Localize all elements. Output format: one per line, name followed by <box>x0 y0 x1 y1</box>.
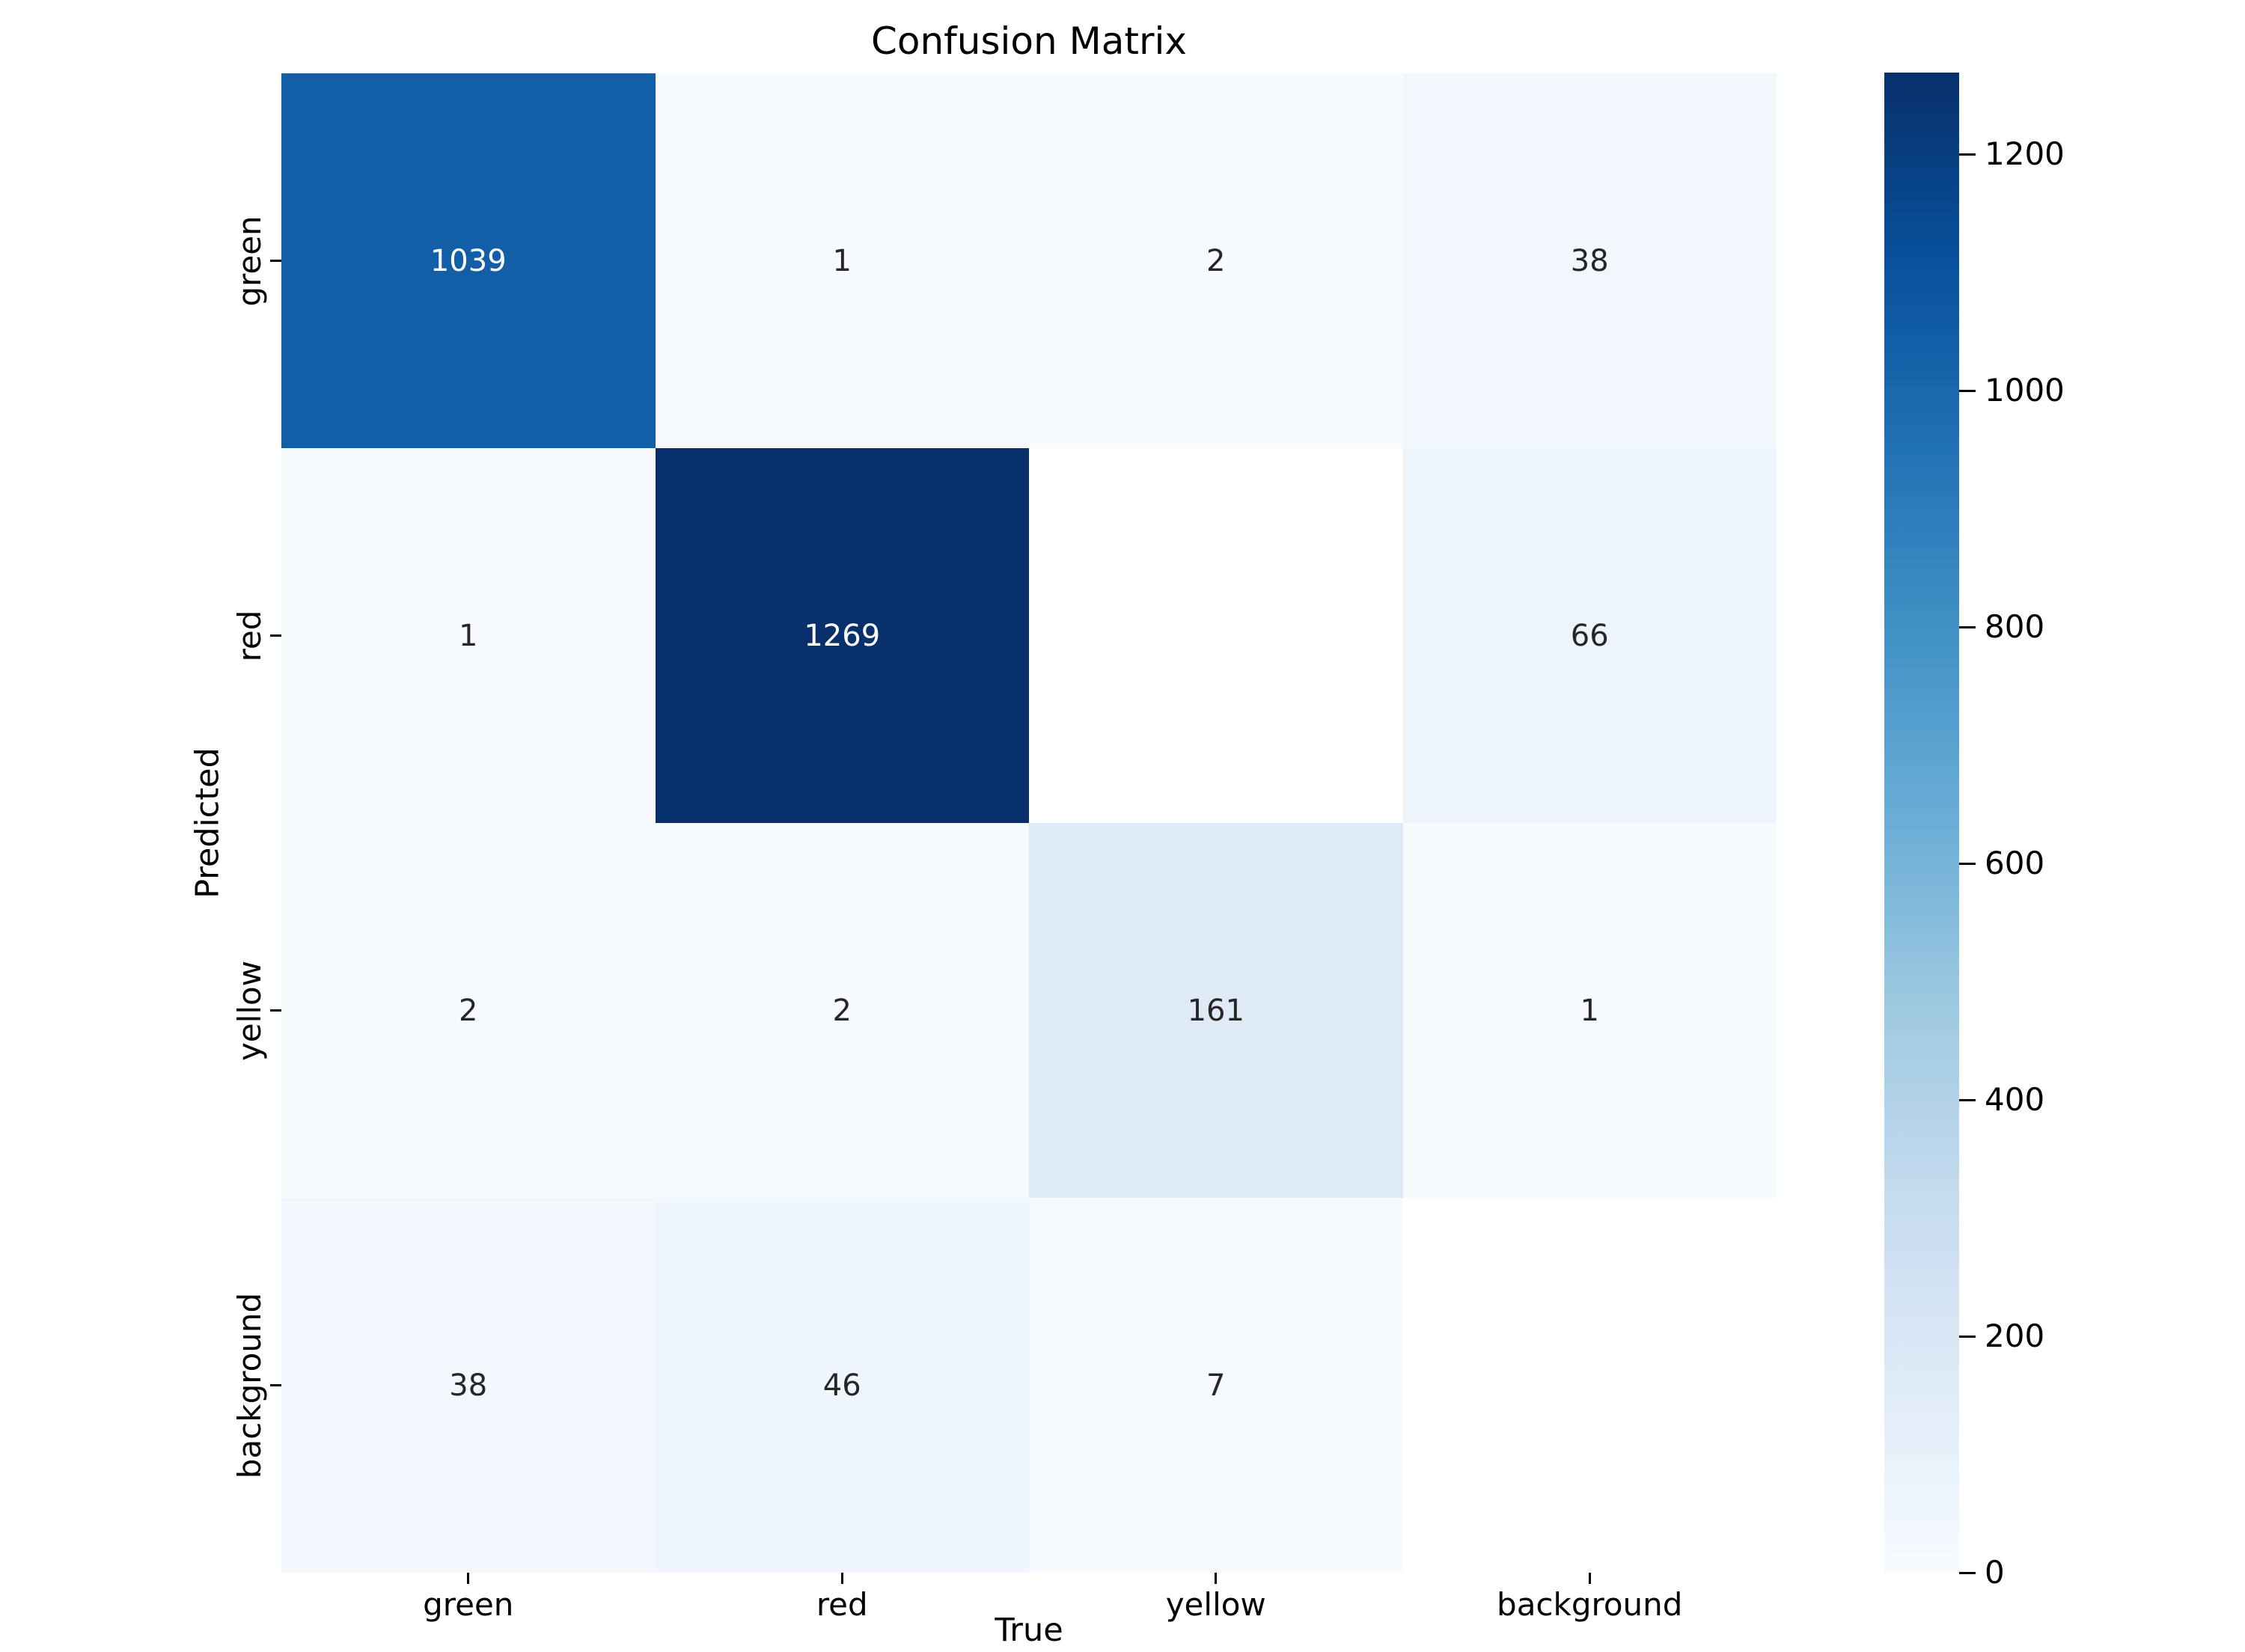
x-tick-label-red: red <box>816 1586 868 1623</box>
x-tick-label-yellow: yellow <box>1165 1586 1266 1623</box>
cell-value: 46 <box>822 1368 861 1403</box>
y-tick-label-green: green <box>231 215 268 307</box>
colorbar <box>1884 73 1959 1573</box>
x-axis-label: True <box>995 1612 1063 1649</box>
heatmap-cell-yellow-background: 1 <box>1402 823 1777 1198</box>
chart-title: Confusion Matrix <box>870 19 1188 63</box>
heatmap-cell-background-green: 38 <box>281 1198 656 1573</box>
colorbar-tick-mark <box>1959 1098 1976 1101</box>
x-tick-mark <box>1588 1573 1591 1584</box>
cell-value: 161 <box>1187 993 1244 1028</box>
heatmap-cell-background-red: 46 <box>655 1198 1029 1573</box>
heatmap-cell-red-red: 1269 <box>655 448 1029 823</box>
colorbar-tick-mark <box>1959 153 1976 156</box>
cell-value: 66 <box>1570 618 1609 653</box>
cell-value: 38 <box>449 1368 488 1403</box>
y-tick-label-background: background <box>231 1292 268 1478</box>
heatmap-cell-background-yellow: 7 <box>1029 1198 1403 1573</box>
colorbar-tick-label-1200: 1200 <box>1985 135 2065 173</box>
x-tick-label-green: green <box>423 1586 514 1623</box>
y-axis-label: Predicted <box>189 747 227 899</box>
cell-value: 1039 <box>430 243 507 278</box>
y-tick-mark <box>270 1009 281 1012</box>
colorbar-tick-mark <box>1959 862 1976 865</box>
heatmap-cell-green-red: 1 <box>655 73 1029 448</box>
y-tick-label-red: red <box>231 610 268 661</box>
cell-value: 1 <box>832 243 852 278</box>
colorbar-tick-mark <box>1959 625 1976 628</box>
y-tick-mark <box>270 1384 281 1386</box>
colorbar-tick-mark <box>1959 1571 1976 1574</box>
colorbar-tick-label-200: 200 <box>1985 1318 2045 1354</box>
heatmap-cell-green-yellow: 2 <box>1029 73 1403 448</box>
colorbar-tick-label-0: 0 <box>1985 1554 2005 1591</box>
heatmap-cell-yellow-yellow: 161 <box>1029 823 1403 1198</box>
heatmap-cell-yellow-red: 2 <box>655 823 1029 1198</box>
heatmap-cell-green-background: 38 <box>1402 73 1777 448</box>
heatmap-cell-green-green: 1039 <box>281 73 656 448</box>
x-tick-mark <box>1215 1573 1218 1584</box>
cell-value: 2 <box>459 993 478 1028</box>
y-tick-mark <box>270 634 281 637</box>
cell-value: 38 <box>1570 243 1609 278</box>
colorbar-tick-mark <box>1959 1335 1976 1338</box>
x-tick-label-background: background <box>1497 1586 1683 1623</box>
cell-value: 2 <box>1206 243 1226 278</box>
heatmap-cell-background-background <box>1402 1198 1777 1573</box>
heatmap-cell-red-green: 1 <box>281 448 656 823</box>
heatmap-cell-yellow-green: 2 <box>281 823 656 1198</box>
cell-value: 2 <box>832 993 852 1028</box>
colorbar-tick-mark <box>1959 389 1976 392</box>
colorbar-tick-label-400: 400 <box>1985 1081 2045 1118</box>
cell-value: 1 <box>1580 993 1599 1028</box>
cell-value: 7 <box>1206 1368 1226 1403</box>
heatmap-cell-red-yellow <box>1029 448 1403 823</box>
colorbar-tick-label-800: 800 <box>1985 608 2045 645</box>
x-tick-mark <box>840 1573 843 1584</box>
colorbar-tick-label-600: 600 <box>1985 845 2045 881</box>
y-tick-label-yellow: yellow <box>231 960 268 1061</box>
cell-value: 1269 <box>804 618 881 653</box>
heatmap-grid: 1039 1 2 38 1 1269 66 2 2 161 1 38 46 7 <box>281 73 1777 1573</box>
cell-value: 1 <box>459 618 478 653</box>
colorbar-tick-label-1000: 1000 <box>1985 372 2065 409</box>
x-tick-mark <box>467 1573 470 1584</box>
y-tick-mark <box>270 260 281 262</box>
heatmap-cell-red-background: 66 <box>1402 448 1777 823</box>
